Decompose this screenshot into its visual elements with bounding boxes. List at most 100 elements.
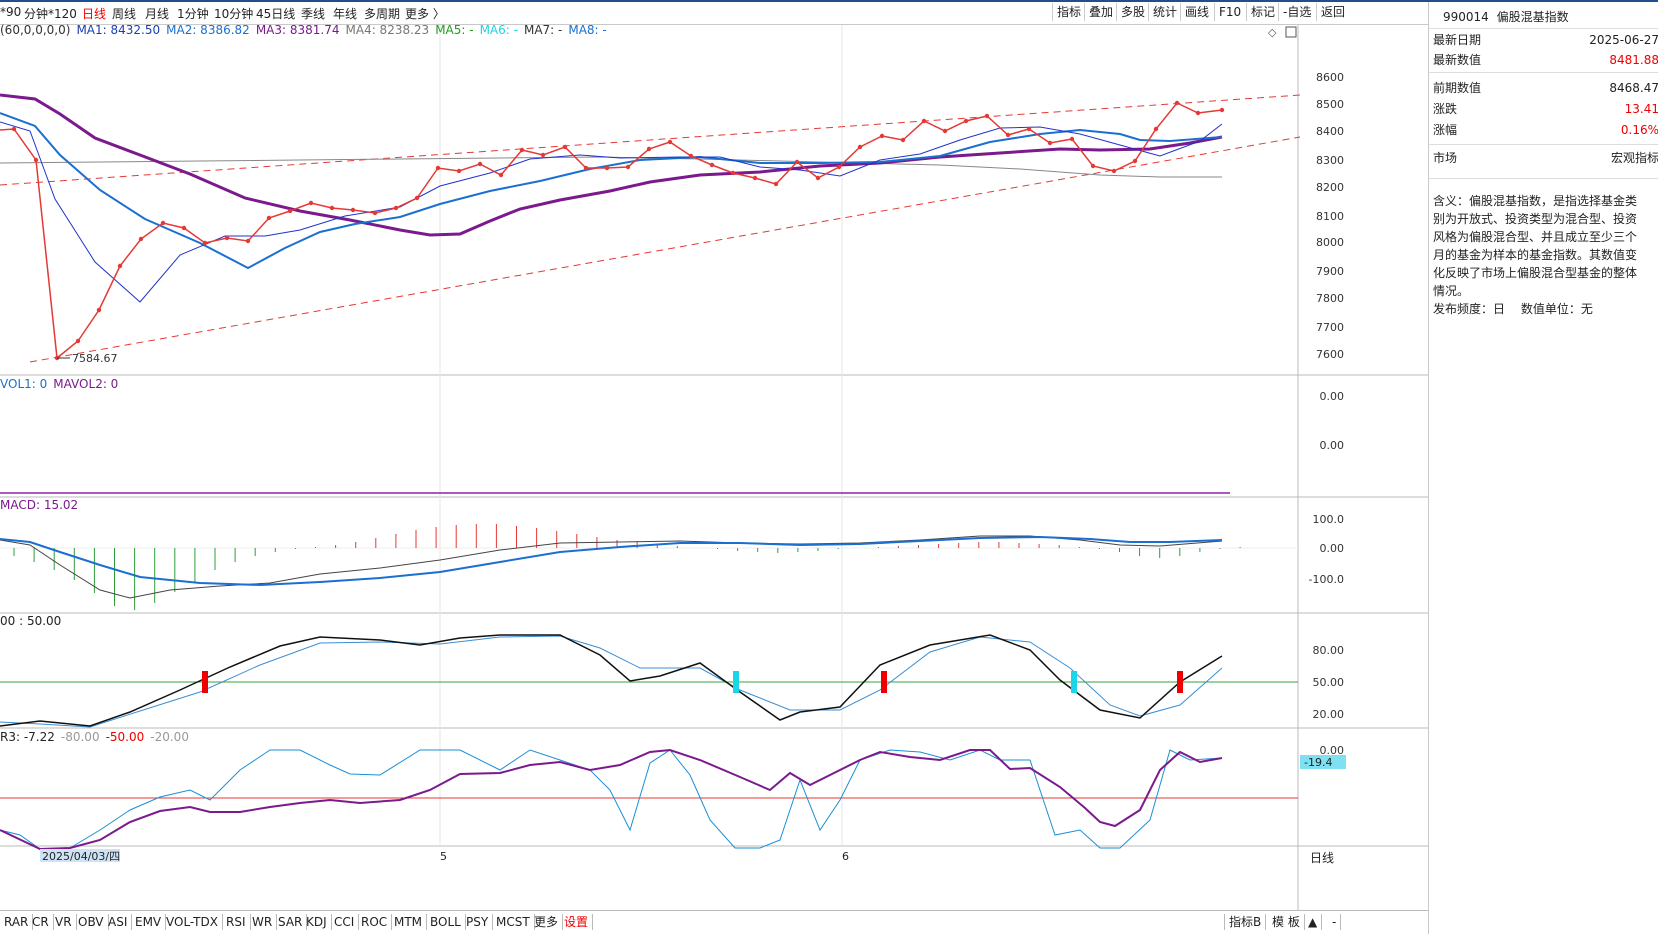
vol-y-label-1: 0.00 bbox=[1320, 390, 1345, 403]
tab-sar[interactable]: SAR bbox=[274, 914, 308, 930]
price-point bbox=[1047, 140, 1053, 146]
instrument-code: 990014 bbox=[1443, 10, 1489, 24]
tab-settings[interactable]: 设置 bbox=[560, 914, 594, 930]
info-panel: 990014 偏股混基指数 最新日期 2025-06-27 最新数值 8481.… bbox=[1428, 2, 1658, 934]
window-toggle-icon[interactable] bbox=[1285, 26, 1297, 38]
tool-overlay[interactable]: 叠加 bbox=[1084, 3, 1117, 21]
tab-rsi[interactable]: RSI bbox=[222, 914, 251, 930]
price-point bbox=[604, 165, 610, 171]
market-label: 市场 bbox=[1433, 151, 1458, 165]
price-point bbox=[224, 235, 230, 241]
price-point bbox=[245, 238, 251, 244]
latest-date-value: 2025-06-27 bbox=[1589, 33, 1658, 47]
tool-draw-line[interactable]: 画线 bbox=[1180, 3, 1213, 21]
tab-boll[interactable]: BOLL bbox=[426, 914, 466, 930]
price-point bbox=[519, 147, 525, 153]
tab-cr[interactable]: CR bbox=[28, 914, 54, 930]
price-point bbox=[562, 144, 568, 150]
y-label-8200: 8200 bbox=[1316, 181, 1344, 194]
description-text: 含义：偏股混基指数，是指选择基金类别为开放式、投资类型为混合型、投资风格为偏股混… bbox=[1433, 194, 1638, 298]
wr-legend: R3: -7.22 -80.00 -50.00 -20.00 bbox=[0, 730, 195, 744]
price-point bbox=[372, 210, 378, 216]
minimize-icon[interactable]: - bbox=[1328, 914, 1342, 930]
price-point bbox=[900, 137, 906, 143]
indicator-tab-bar: RAR CR VR OBV ASI EMV VOL-TDX RSI WR SAR… bbox=[0, 910, 1428, 933]
change-value: 13.41 bbox=[1624, 102, 1658, 116]
wr-y-label-0: 0.00 bbox=[1320, 744, 1345, 757]
kdj-y-label-20: 20.00 bbox=[1313, 708, 1345, 721]
tool-multi-stock[interactable]: 多股 bbox=[1116, 3, 1149, 21]
price-point bbox=[646, 146, 652, 152]
kdj-signal-marker bbox=[202, 671, 208, 693]
prev-value: 8468.47 bbox=[1609, 81, 1658, 95]
macd-value: MACD: 15.02 bbox=[0, 498, 79, 512]
y-label-7900: 7900 bbox=[1316, 265, 1344, 278]
instrument-name: 偏股混基指数 bbox=[1496, 10, 1569, 24]
tab-kdj[interactable]: KDJ bbox=[302, 914, 332, 930]
wr-panel bbox=[0, 748, 1298, 851]
price-point bbox=[414, 195, 420, 201]
tab-vol-tdx[interactable]: VOL-TDX bbox=[162, 914, 223, 930]
scroll-up-icon[interactable]: ▲ bbox=[1304, 914, 1323, 930]
period-10min[interactable]: 10分钟 bbox=[214, 7, 254, 21]
period-120min[interactable]: 分钟*120 bbox=[24, 7, 77, 21]
period-day[interactable]: 日线 bbox=[82, 7, 107, 21]
tab-roc[interactable]: ROC bbox=[357, 914, 393, 930]
period-week[interactable]: 周线 bbox=[112, 7, 137, 21]
tool-mark[interactable]: 标记 bbox=[1246, 3, 1279, 21]
tool-f10[interactable]: F10 bbox=[1214, 3, 1245, 21]
tool-indicator[interactable]: 指标 bbox=[1052, 3, 1085, 21]
period-90min[interactable]: *90 bbox=[0, 5, 22, 19]
period-quarter[interactable]: 季线 bbox=[301, 7, 326, 21]
y-label-8100: 8100 bbox=[1316, 210, 1344, 223]
tab-cci[interactable]: CCI bbox=[330, 914, 360, 930]
period-year[interactable]: 年线 bbox=[333, 7, 358, 21]
tab-mcst[interactable]: MCST bbox=[492, 914, 535, 930]
price-point bbox=[879, 133, 885, 139]
period-more[interactable]: 更多 〉 bbox=[405, 7, 445, 21]
price-point bbox=[1005, 132, 1011, 138]
tab-obv[interactable]: OBV bbox=[74, 914, 109, 930]
ma3-legend: MA3: 8381.74 bbox=[255, 23, 340, 37]
tab-more[interactable]: 更多 bbox=[530, 914, 564, 930]
diamond-icon[interactable]: ◇ bbox=[1268, 26, 1277, 39]
price-point bbox=[138, 236, 144, 242]
vol-legend: VOL1: 0 MAVOL2: 0 bbox=[0, 377, 124, 391]
y-label-8500: 8500 bbox=[1316, 98, 1344, 111]
tab-asi[interactable]: ASI bbox=[104, 914, 133, 930]
tab-rar[interactable]: RAR bbox=[0, 914, 34, 930]
ma2-line bbox=[0, 112, 1223, 270]
macd-y-label-0: 0.00 bbox=[1320, 542, 1345, 555]
tab-mtm[interactable]: MTM bbox=[390, 914, 428, 930]
wr2-line bbox=[0, 748, 1223, 851]
tool-remove-favorite[interactable]: -自选 bbox=[1278, 3, 1315, 21]
tab-wr[interactable]: WR bbox=[248, 914, 278, 930]
macd-dea-line bbox=[0, 535, 1223, 587]
ma8-legend: MA8: - bbox=[568, 23, 607, 37]
wr-legend-b: -80.00 bbox=[60, 730, 100, 744]
tab-psy[interactable]: PSY bbox=[462, 914, 494, 930]
tab-template[interactable]: 模 板 bbox=[1268, 914, 1305, 930]
ma1-line bbox=[0, 121, 1223, 303]
period-45day[interactable]: 45日线 bbox=[256, 7, 296, 21]
tab-emv[interactable]: EMV bbox=[131, 914, 167, 930]
macd-y-label-100: 100.0 bbox=[1313, 513, 1345, 526]
period-1min[interactable]: 1分钟 bbox=[177, 7, 209, 21]
ma-params: (60,0,0,0,0) bbox=[0, 23, 71, 37]
period-multi[interactable]: 多周期 bbox=[364, 7, 401, 21]
tab-indicator-b[interactable]: 指标B bbox=[1224, 914, 1267, 930]
period-month[interactable]: 月线 bbox=[145, 7, 170, 21]
tool-back[interactable]: 返回 bbox=[1316, 3, 1349, 21]
y-label-8600: 8600 bbox=[1316, 71, 1344, 84]
tool-statistics[interactable]: 统计 bbox=[1148, 3, 1181, 21]
price-point bbox=[308, 200, 314, 206]
price-point bbox=[688, 153, 694, 159]
price-point bbox=[942, 128, 948, 134]
price-point bbox=[393, 205, 399, 211]
ma5-legend: MA5: - bbox=[435, 23, 474, 37]
y-label-8000: 8000 bbox=[1316, 236, 1344, 249]
latest-value-label: 最新数值 bbox=[1433, 53, 1482, 67]
tab-vr[interactable]: VR bbox=[51, 914, 77, 930]
price-point bbox=[921, 118, 927, 124]
price-point bbox=[117, 263, 123, 269]
